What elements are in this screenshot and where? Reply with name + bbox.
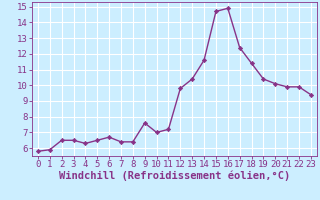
X-axis label: Windchill (Refroidissement éolien,°C): Windchill (Refroidissement éolien,°C) [59, 171, 290, 181]
